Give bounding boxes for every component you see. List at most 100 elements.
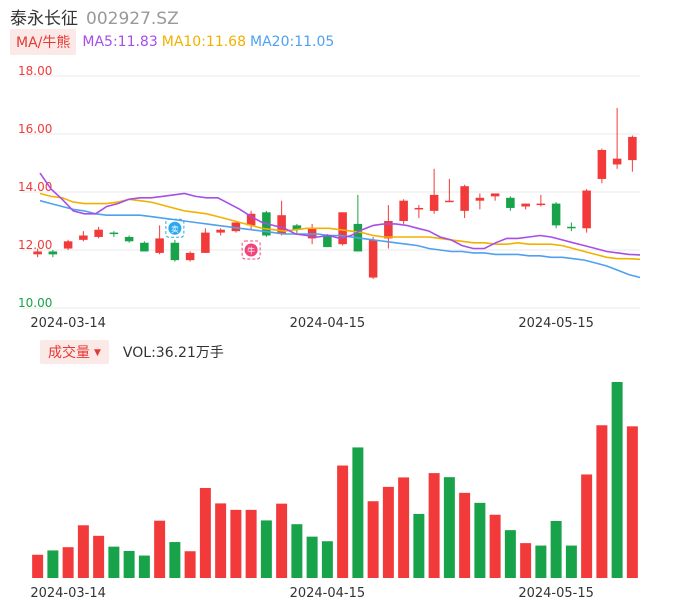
volume-indicator-button[interactable]: 成交量 ▼ bbox=[40, 340, 109, 364]
volume-bar bbox=[184, 551, 196, 578]
candle-body bbox=[414, 207, 424, 210]
candle-body bbox=[399, 200, 408, 221]
stock-code: 002927.SZ bbox=[86, 9, 179, 29]
candle-body bbox=[216, 229, 225, 233]
volume-bar bbox=[47, 550, 59, 578]
candle-body bbox=[155, 238, 164, 253]
candle-body bbox=[246, 213, 256, 226]
volume-bar bbox=[62, 547, 74, 578]
candle-body bbox=[628, 136, 637, 161]
marker-dot bbox=[244, 243, 258, 257]
volume-bar bbox=[504, 530, 516, 578]
price-gridlines bbox=[22, 75, 640, 309]
volume-bar bbox=[413, 513, 425, 578]
candle-body bbox=[323, 235, 332, 248]
volume-bar bbox=[596, 425, 608, 578]
volume-bar bbox=[230, 509, 242, 578]
volume-legend: 成交量 ▼ VOL:36.21万手 bbox=[40, 340, 224, 364]
candle-body bbox=[33, 251, 42, 255]
volume-bar bbox=[443, 477, 455, 578]
volume-bar bbox=[32, 554, 44, 578]
volume-bar bbox=[337, 465, 349, 578]
volume-bar bbox=[306, 536, 318, 578]
volume-bar bbox=[520, 543, 532, 578]
volume-bar bbox=[428, 473, 440, 578]
volume-bar bbox=[626, 426, 638, 578]
candle-body bbox=[338, 212, 347, 245]
volume-bar bbox=[123, 550, 135, 578]
volume-bar bbox=[93, 535, 105, 578]
volume-bar bbox=[215, 503, 227, 578]
volume-bar bbox=[169, 542, 181, 578]
y-tick-label: 12.00 bbox=[18, 238, 52, 252]
x-tick-label: 2024-04-15 bbox=[290, 586, 366, 601]
candle-body bbox=[597, 149, 607, 179]
ma5-line bbox=[39, 172, 641, 256]
marker-label: 牛 bbox=[247, 246, 255, 256]
volume-bar bbox=[245, 509, 257, 578]
volume-bar bbox=[565, 545, 577, 578]
candle-body bbox=[140, 242, 149, 252]
candle-body bbox=[185, 252, 195, 261]
candle-body bbox=[536, 203, 546, 206]
volume-bar bbox=[260, 520, 272, 578]
volume-bar bbox=[398, 477, 410, 578]
price-x-axis: 2024-03-14 2024-04-15 2024-05-15 bbox=[30, 316, 594, 331]
volume-bar bbox=[367, 501, 379, 578]
volume-bar bbox=[199, 487, 211, 578]
ma10-readout: MA10:11.68 bbox=[161, 34, 247, 50]
candle-body bbox=[201, 232, 210, 253]
volume-bar bbox=[154, 520, 166, 578]
candle-body bbox=[506, 197, 515, 208]
candle-body bbox=[79, 235, 88, 240]
ma-legend: MA/牛熊 MA5:11.83 MA10:11.68 MA20:11.05 bbox=[10, 29, 335, 55]
x-tick-label: 2024-04-15 bbox=[290, 316, 366, 331]
volume-bar bbox=[276, 503, 288, 578]
marker-dot bbox=[168, 221, 182, 235]
candle-body bbox=[551, 203, 561, 226]
volume-bar bbox=[352, 447, 364, 578]
candle-body bbox=[429, 194, 439, 211]
candle-body bbox=[445, 200, 454, 203]
candle-body bbox=[94, 229, 103, 237]
trade-markers: 卖牛 bbox=[165, 218, 261, 260]
buy-marker: 牛 bbox=[241, 240, 261, 260]
y-tick-label: 14.00 bbox=[18, 180, 52, 194]
candle-body bbox=[124, 236, 134, 242]
ma20-line bbox=[39, 199, 641, 279]
volume-readout: VOL:36.21万手 bbox=[122, 345, 224, 361]
candle-body bbox=[368, 239, 378, 278]
x-tick-label: 2024-03-14 bbox=[30, 586, 106, 601]
marker-frame bbox=[165, 218, 185, 238]
candle-body bbox=[475, 197, 485, 201]
stock-name: 泰永长征 bbox=[10, 9, 78, 29]
volume-bar bbox=[291, 524, 303, 578]
marker-label: 卖 bbox=[171, 225, 179, 234]
caret-down-icon: ▼ bbox=[94, 348, 101, 358]
volume-bar bbox=[550, 520, 562, 578]
candle-body bbox=[612, 158, 622, 165]
volume-bar bbox=[382, 486, 394, 578]
volume-bar bbox=[489, 514, 501, 578]
ma20-readout: MA20:11.05 bbox=[250, 34, 335, 50]
ma-indicator-button[interactable]: MA/牛熊 bbox=[10, 29, 77, 55]
y-tick-label: 10.00 bbox=[18, 296, 52, 310]
candle-body bbox=[521, 203, 530, 207]
price-y-axis: 18.00 16.00 14.00 12.00 10.00 bbox=[18, 64, 52, 310]
volume-bar bbox=[581, 474, 593, 578]
ma5-readout: MA5:11.83 bbox=[82, 34, 158, 50]
volume-bar bbox=[77, 525, 89, 578]
candle-body bbox=[170, 242, 180, 261]
candle-body bbox=[582, 190, 591, 229]
candle-body bbox=[460, 186, 469, 211]
volume-bar bbox=[459, 492, 471, 578]
moving-average-lines bbox=[39, 172, 641, 279]
marker-frame bbox=[241, 240, 261, 260]
volume-bar bbox=[535, 545, 547, 578]
volume-bar bbox=[611, 382, 623, 578]
candle-body bbox=[277, 215, 286, 235]
candle-body bbox=[567, 226, 576, 229]
candle-body bbox=[48, 251, 58, 255]
x-tick-label: 2024-05-15 bbox=[518, 316, 594, 331]
